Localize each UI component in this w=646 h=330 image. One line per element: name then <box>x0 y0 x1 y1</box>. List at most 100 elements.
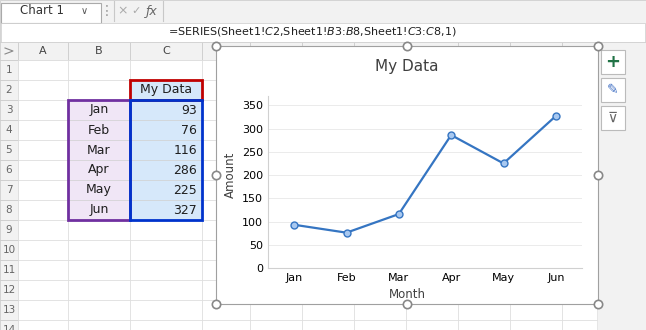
Text: 6: 6 <box>6 165 12 175</box>
Bar <box>130 80 202 100</box>
Bar <box>601 78 625 102</box>
Bar <box>562 160 597 180</box>
Bar <box>406 200 458 220</box>
Text: J: J <box>534 46 537 56</box>
Bar <box>354 60 406 80</box>
Bar <box>130 140 202 160</box>
Bar <box>510 180 562 200</box>
Bar <box>18 180 68 200</box>
Bar <box>0 300 18 320</box>
Text: Apr: Apr <box>89 163 110 177</box>
Bar <box>302 80 354 100</box>
Bar <box>458 200 510 220</box>
Bar <box>18 80 68 100</box>
Bar <box>406 320 458 330</box>
Bar <box>18 100 68 120</box>
Text: =SERIES(Sheet1!$C$2,Sheet1!$B$3:$B$8,Sheet1!$C$3:$C$8,1): =SERIES(Sheet1!$C$2,Sheet1!$B$3:$B$8,She… <box>168 25 457 39</box>
Bar <box>406 100 458 120</box>
Bar <box>458 140 510 160</box>
Bar <box>18 220 68 240</box>
Bar <box>18 320 68 330</box>
Bar <box>458 180 510 200</box>
Bar <box>18 120 68 140</box>
Text: Feb: Feb <box>88 123 110 137</box>
Bar <box>510 100 562 120</box>
Bar <box>562 220 597 240</box>
Bar <box>1 3 101 23</box>
Bar <box>130 320 202 330</box>
Bar <box>130 260 202 280</box>
Bar <box>250 240 302 260</box>
Bar <box>68 60 130 80</box>
Bar <box>0 60 18 80</box>
Bar <box>601 50 625 74</box>
Text: ✎: ✎ <box>607 83 619 97</box>
Bar <box>68 100 130 120</box>
Text: 13: 13 <box>3 305 16 315</box>
Text: ∨: ∨ <box>81 6 88 16</box>
Bar <box>354 220 406 240</box>
Bar <box>562 140 597 160</box>
Bar <box>130 220 202 240</box>
Bar <box>562 280 597 300</box>
Bar <box>68 220 130 240</box>
Bar <box>510 60 562 80</box>
Text: Mar: Mar <box>87 144 111 156</box>
Bar <box>302 100 354 120</box>
Bar <box>0 180 18 200</box>
Text: Jun: Jun <box>89 204 109 216</box>
Bar <box>202 80 250 100</box>
Text: 1: 1 <box>6 65 12 75</box>
Bar <box>202 140 250 160</box>
Bar <box>18 160 68 180</box>
Bar <box>202 220 250 240</box>
Bar <box>130 200 202 220</box>
Bar <box>18 240 68 260</box>
Text: ⊽: ⊽ <box>608 111 618 125</box>
Bar <box>250 220 302 240</box>
Bar <box>302 320 354 330</box>
Text: 10: 10 <box>3 245 16 255</box>
Bar <box>130 80 202 100</box>
Bar <box>250 280 302 300</box>
Bar <box>0 320 18 330</box>
Text: My Data: My Data <box>140 83 192 96</box>
Bar <box>202 260 250 280</box>
Bar <box>130 100 202 120</box>
Bar <box>354 80 406 100</box>
Bar <box>406 60 458 80</box>
Bar <box>510 320 562 330</box>
Bar <box>130 140 202 160</box>
Bar <box>68 300 130 320</box>
Bar <box>0 100 18 120</box>
Bar <box>302 120 354 140</box>
Text: 4: 4 <box>6 125 12 135</box>
Bar <box>302 280 354 300</box>
Bar <box>250 100 302 120</box>
Bar <box>601 106 625 130</box>
Bar <box>250 80 302 100</box>
Bar <box>130 100 202 120</box>
Text: E: E <box>273 46 280 56</box>
Bar <box>250 60 302 80</box>
Bar <box>406 140 458 160</box>
Bar <box>202 100 250 120</box>
Bar <box>250 160 302 180</box>
Bar <box>0 280 18 300</box>
Bar <box>18 260 68 280</box>
Text: Jan: Jan <box>89 104 109 116</box>
Bar <box>202 300 250 320</box>
Text: 116: 116 <box>173 144 197 156</box>
Bar <box>68 100 130 220</box>
Bar <box>68 200 130 220</box>
Bar <box>68 240 130 260</box>
Bar <box>0 0 646 42</box>
Text: I: I <box>483 46 486 56</box>
Bar <box>130 200 202 220</box>
Bar <box>354 42 406 60</box>
Bar <box>458 260 510 280</box>
Text: 327: 327 <box>173 204 197 216</box>
Bar <box>406 260 458 280</box>
Bar <box>354 140 406 160</box>
Bar <box>202 60 250 80</box>
